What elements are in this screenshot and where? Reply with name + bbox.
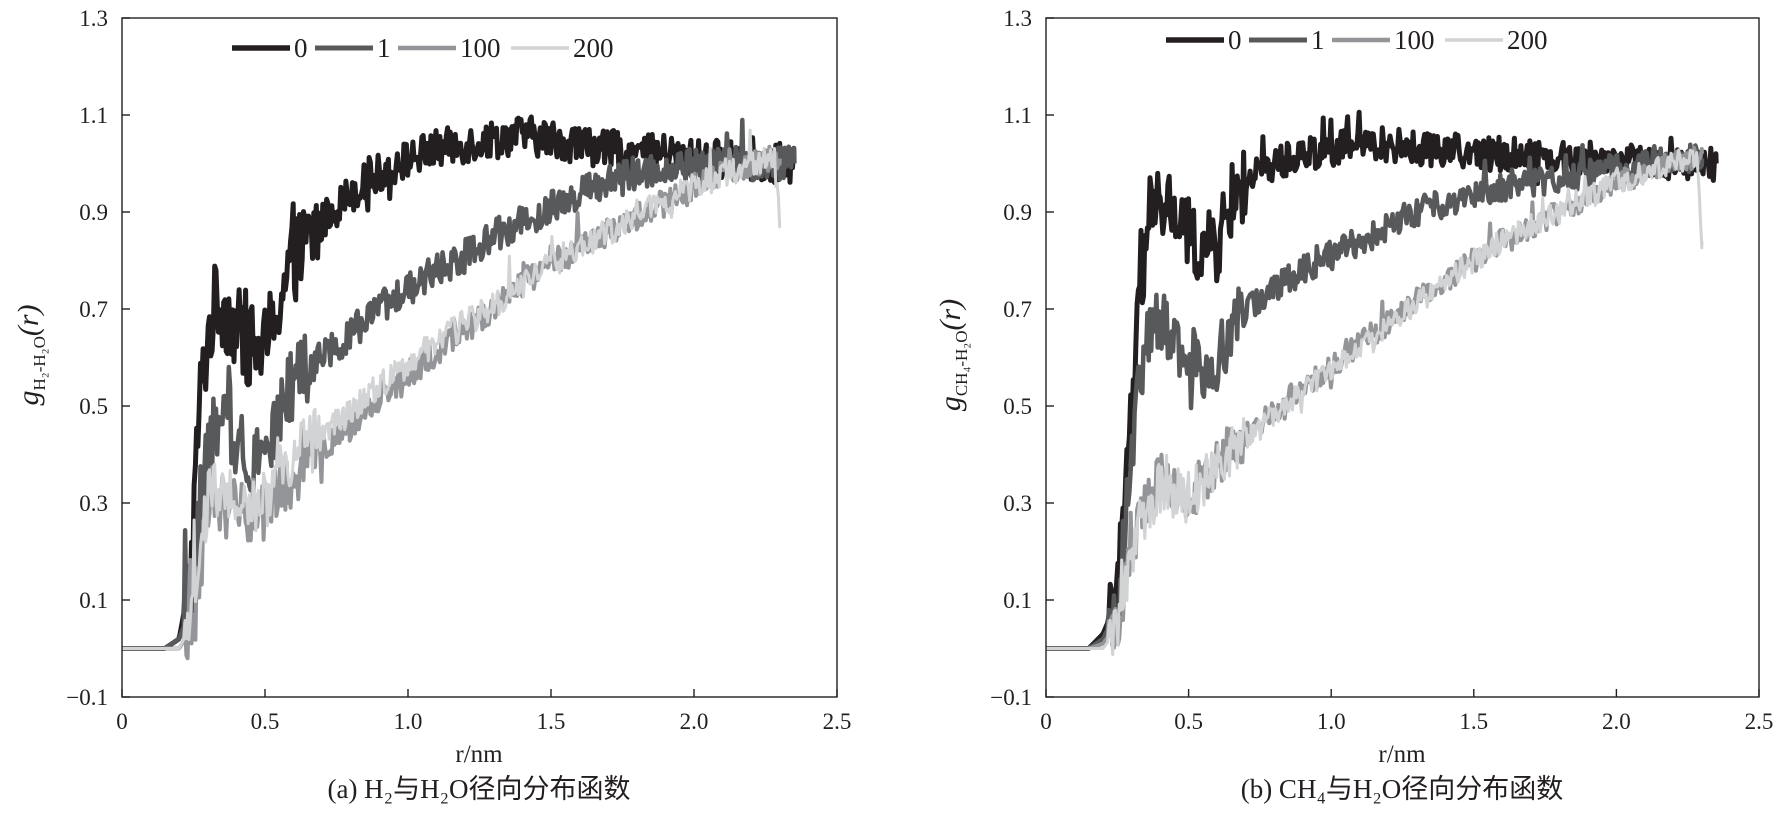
panel-a-xtick-label: 0 xyxy=(116,709,128,734)
panel-b-ylabel-var: g xyxy=(934,396,967,411)
panel-b-ytick-label: −0.1 xyxy=(990,685,1032,710)
panel-a-xtick-label: 0.5 xyxy=(251,709,280,734)
panel-b: 0 0.5 1.0 1.5 2.0 2.5 −0.1 0.1 0.3 0.5 0.7 0.9 1.1 1… xyxy=(934,6,1773,804)
panel-a-ytick-label: 0.3 xyxy=(79,491,108,516)
panel-a-ylabel-sub: H₂-H₂O xyxy=(30,336,49,390)
panel-a-legend-label-0: 0 xyxy=(294,33,308,63)
panel-b-xtick-label: 2.5 xyxy=(1745,709,1774,734)
panel-a-caption: (a) H₂与H₂O径向分布函数 xyxy=(327,774,630,804)
panel-a-ytick-label: 0.5 xyxy=(79,394,108,419)
panel-b-ytick-label: 0.9 xyxy=(1003,200,1032,225)
panel-a-xlabel: r/nm xyxy=(455,741,503,768)
panel-a-series-200-line xyxy=(121,128,782,650)
panel-b-series-200-line xyxy=(1045,148,1704,656)
panel-a-ytick-label: 0.9 xyxy=(79,200,108,225)
panel-b-xtick-label: 2.0 xyxy=(1602,709,1631,734)
panel-b-ytick-label: 0.1 xyxy=(1003,588,1032,613)
panel-b-xlabel: r/nm xyxy=(1378,741,1426,768)
panel-b-legend-label-100: 100 xyxy=(1394,25,1435,55)
panel-a-ytick-label: −0.1 xyxy=(66,685,108,710)
panel-b-series-0-line xyxy=(1044,109,1719,651)
panel-b-xtick-label: 1.0 xyxy=(1317,709,1346,734)
panel-a-ylabel-arg: (r) xyxy=(12,304,45,336)
panel-a-ytick-label: 1.1 xyxy=(79,103,108,128)
panel-a-series xyxy=(120,114,797,661)
panel-b-ytick-label: 0.7 xyxy=(1003,297,1032,322)
panel-b-series xyxy=(1044,109,1719,656)
panel-b-caption: (b) CH₄与H₂O径向分布函数 xyxy=(1241,774,1564,804)
panel-a-plot-frame xyxy=(121,17,838,698)
panel-b-legend-label-1: 1 xyxy=(1311,25,1325,55)
panel-b-ylabel-arg: (r) xyxy=(934,299,967,331)
panel-b-ytick-label: 0.5 xyxy=(1003,394,1032,419)
panel-a-legend-label-1: 1 xyxy=(377,33,391,63)
panel-b-legend: 0 1 100 200 xyxy=(1166,25,1548,55)
panel-a-legend-label-100: 100 xyxy=(460,33,501,63)
panel-a-ytick-label: 0.7 xyxy=(79,297,108,322)
panel-b-ytick-label: 0.3 xyxy=(1003,491,1032,516)
panel-a-series-0-line xyxy=(120,114,797,651)
panel-b-yticks: −0.1 0.1 0.3 0.5 0.7 0.9 1.1 1.3 xyxy=(990,6,1054,710)
panel-b-ylabel: gCH₄-H₂O(r) xyxy=(934,299,971,411)
panel-a-series-100-line xyxy=(121,144,782,661)
panel-b-legend-label-200: 200 xyxy=(1507,25,1548,55)
panel-b-ytick-label: 1.3 xyxy=(1003,6,1032,31)
panel-a-ylabel: gH₂-H₂O(r) xyxy=(12,304,49,405)
panel-a-legend: 0 1 100 200 xyxy=(232,33,614,63)
panel-b-series-1-line xyxy=(1045,142,1705,651)
panel-b-legend-label-0: 0 xyxy=(1228,25,1242,55)
panel-b-ytick-label: 1.1 xyxy=(1003,103,1032,128)
panel-a: 0 0.5 1.0 1.5 2.0 2.5 −0.1 0.1 0.3 0.5 0.7 0.9 1.1 1… xyxy=(12,6,851,804)
panel-b-xtick-label: 0.5 xyxy=(1174,709,1203,734)
panel-b-xtick-label: 1.5 xyxy=(1459,709,1488,734)
panel-a-xtick-label: 2.5 xyxy=(823,709,852,734)
panel-a-legend-label-200: 200 xyxy=(573,33,614,63)
panel-b-ylabel-sub: CH₄-H₂O xyxy=(952,330,971,396)
panel-a-xticks: 0 0.5 1.0 1.5 2.0 2.5 xyxy=(116,689,851,734)
panel-a-ylabel-var: g xyxy=(12,391,45,406)
panel-a-xtick-label: 1.5 xyxy=(537,709,566,734)
panel-b-xtick-label: 0 xyxy=(1040,709,1052,734)
panel-a-xtick-label: 2.0 xyxy=(680,709,709,734)
panel-a-ytick-label: 0.1 xyxy=(79,588,108,613)
panel-a-yticks: −0.1 0.1 0.3 0.5 0.7 0.9 1.1 1.3 xyxy=(66,6,130,710)
panel-a-xtick-label: 1.0 xyxy=(394,709,423,734)
panel-a-series-1-line xyxy=(121,117,797,651)
panel-b-xticks: 0 0.5 1.0 1.5 2.0 2.5 xyxy=(1040,689,1773,734)
panel-b-plot-frame xyxy=(1045,17,1760,698)
panel-a-ytick-label: 1.3 xyxy=(79,6,108,31)
